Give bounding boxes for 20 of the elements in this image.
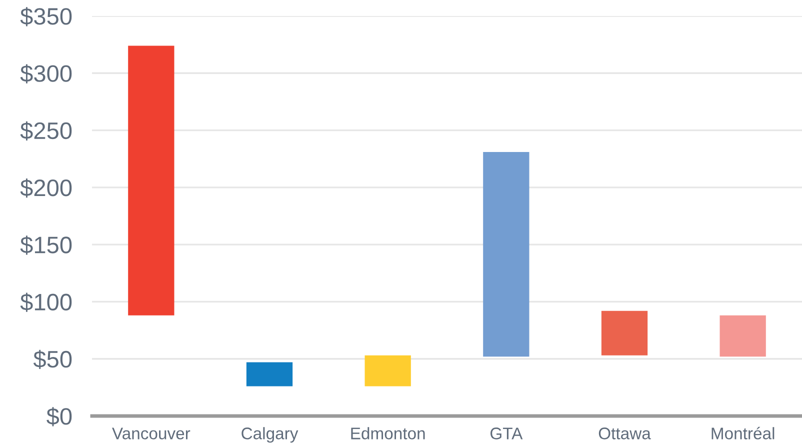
y-tick-label: $150	[20, 236, 72, 255]
x-tick-label: Montréal	[712, 426, 774, 440]
y-tick-label: $50	[33, 350, 72, 370]
x-tick-label: GTA	[490, 428, 523, 440]
bar	[601, 310, 648, 356]
x-tick-label: Calgary	[242, 427, 298, 443]
bar	[364, 355, 411, 386]
bar	[128, 46, 174, 316]
y-tick-label: $300	[20, 64, 72, 84]
y-tick-label: $200	[20, 178, 72, 198]
y-tick-label: $350	[20, 7, 72, 26]
y-tick-label: $0	[46, 407, 72, 426]
x-tick-label: Vancouver	[112, 428, 190, 440]
bar	[720, 315, 766, 357]
bar	[246, 362, 293, 386]
x-tick-label: Ottawa	[598, 428, 651, 440]
bar	[483, 152, 530, 357]
x-tick-label: Edmonton	[351, 427, 425, 440]
y-tick-label: $250	[20, 121, 72, 140]
y-tick-label: $100	[20, 292, 72, 312]
